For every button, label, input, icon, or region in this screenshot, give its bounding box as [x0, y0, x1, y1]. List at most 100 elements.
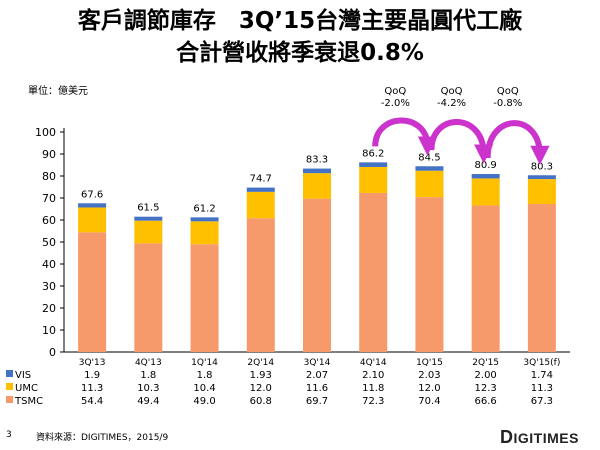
table-cell-tsmc: 66.6: [475, 396, 497, 407]
table-cell-vis: 1.9: [84, 370, 100, 381]
x-tick-label: 3Q'13: [79, 358, 106, 368]
bar-vis: [415, 166, 444, 171]
bar-total-label: 61.5: [137, 203, 159, 214]
y-tick-label: 70: [42, 192, 56, 205]
table-cell-tsmc: 70.4: [418, 396, 440, 407]
y-tick-label: 30: [42, 280, 56, 293]
qoq-value: -0.8%: [493, 98, 522, 109]
x-tick-label: 1Q'14: [191, 358, 218, 368]
bar-umc: [303, 173, 331, 199]
table-cell-umc: 10.4: [193, 383, 215, 394]
table-cell-vis: 1.8: [197, 370, 213, 381]
bar-tsmc: [471, 205, 500, 352]
bar-vis: [359, 162, 388, 167]
qoq-value: -2.0%: [381, 98, 410, 109]
table-cell-vis: 2.10: [362, 370, 384, 381]
table-cell-tsmc: 60.8: [250, 396, 272, 407]
y-tick-label: 60: [42, 214, 56, 227]
table-cell-umc: 10.3: [137, 383, 159, 394]
qoq-arrow: [428, 119, 494, 164]
x-tick-label: 3Q'15(f): [523, 358, 560, 368]
y-tick-label: 100: [35, 126, 56, 139]
qoq-label: QoQ: [441, 86, 463, 97]
table-cell-umc: 11.3: [531, 383, 553, 394]
bar-total-label: 84.5: [418, 152, 440, 163]
table-cell-vis: 1.8: [140, 370, 156, 381]
bar-total-label: 61.2: [193, 203, 215, 214]
qoq-arrow: [372, 117, 438, 156]
bar-vis: [527, 175, 556, 180]
bar-tsmc: [415, 197, 444, 352]
source-note: 資料來源：DIGITIMES，2015/9: [36, 433, 169, 443]
table-cell-vis: 2.03: [418, 370, 440, 381]
bar-tsmc: [134, 243, 163, 352]
bar-vis: [134, 216, 163, 221]
table-cell-umc: 12.0: [418, 383, 440, 394]
y-tick-label: 80: [42, 170, 56, 183]
table-cell-tsmc: 54.4: [81, 396, 103, 407]
bar-total-label: 83.3: [306, 155, 328, 166]
table-cell-umc: 11.6: [306, 383, 328, 394]
chart-title-line-1: 客戶調節庫存 3Q’15台灣主要晶圓代工廠: [77, 8, 523, 34]
bar-vis: [471, 174, 500, 179]
bar-total-label: 80.9: [475, 160, 497, 171]
bar-tsmc: [303, 198, 331, 352]
y-tick-label: 40: [42, 258, 56, 271]
bar-umc: [527, 179, 556, 204]
bar-tsmc: [190, 244, 219, 352]
legend-label: UMC: [15, 383, 38, 394]
qoq-label: QoQ: [384, 86, 406, 97]
x-tick-label: 3Q'14: [304, 358, 331, 368]
bar-total-label: 74.7: [250, 174, 272, 185]
bar-tsmc: [359, 192, 388, 352]
bar-umc: [190, 221, 219, 245]
bar-umc: [134, 220, 163, 244]
bar-tsmc: [246, 218, 275, 352]
bar-vis: [190, 217, 219, 222]
digitimes-logo: DIGITIMES: [500, 427, 579, 447]
legend-swatch-umc: [6, 383, 13, 390]
table-cell-umc: 12.3: [475, 383, 497, 394]
table-cell-vis: 2.00: [475, 370, 497, 381]
table-cell-tsmc: 49.0: [193, 396, 215, 407]
legend-swatch-tsmc: [6, 396, 13, 403]
unit-label: 單位：億美元: [28, 86, 88, 97]
bar-umc: [471, 178, 500, 206]
bar-umc: [415, 170, 444, 198]
y-tick-label: 50: [42, 236, 56, 249]
bar-total-label: 80.3: [531, 161, 553, 172]
table-cell-tsmc: 69.7: [306, 396, 328, 407]
bar-total-label: 86.2: [362, 148, 384, 159]
page-number: 3: [6, 430, 12, 440]
x-tick-label: 4Q'14: [360, 358, 387, 368]
table-cell-vis: 2.07: [306, 370, 328, 381]
legend-label: VIS: [15, 370, 31, 381]
table-cell-tsmc: 67.3: [531, 396, 553, 407]
table-cell-umc: 11.8: [362, 383, 384, 394]
legend-swatch-vis: [6, 370, 13, 377]
x-tick-label: 2Q'15: [472, 358, 499, 368]
table-cell-umc: 11.3: [81, 383, 103, 394]
y-tick-label: 0: [49, 346, 56, 359]
x-tick-label: 4Q'13: [135, 358, 162, 368]
qoq-arrow: [484, 120, 550, 165]
qoq-value: -4.2%: [437, 98, 466, 109]
x-tick-label: 2Q'14: [247, 358, 274, 368]
qoq-label: QoQ: [497, 86, 519, 97]
bar-umc: [246, 191, 275, 219]
x-tick-label: 1Q'15: [416, 358, 443, 368]
bar-vis: [303, 168, 331, 174]
table-cell-tsmc: 49.4: [137, 396, 159, 407]
legend-label: TSMC: [14, 396, 43, 407]
bar-total-label: 67.6: [81, 189, 103, 200]
bar-vis: [78, 203, 107, 208]
table-cell-umc: 12.0: [250, 383, 272, 394]
bar-umc: [78, 207, 107, 233]
bar-umc: [359, 166, 388, 193]
table-cell-vis: 1.74: [531, 370, 553, 381]
chart-title-line-2: 合計營收將季衰退0.8%: [176, 40, 424, 66]
y-tick-label: 10: [42, 324, 56, 337]
y-tick-label: 20: [42, 302, 56, 315]
table-cell-tsmc: 72.3: [362, 396, 384, 407]
